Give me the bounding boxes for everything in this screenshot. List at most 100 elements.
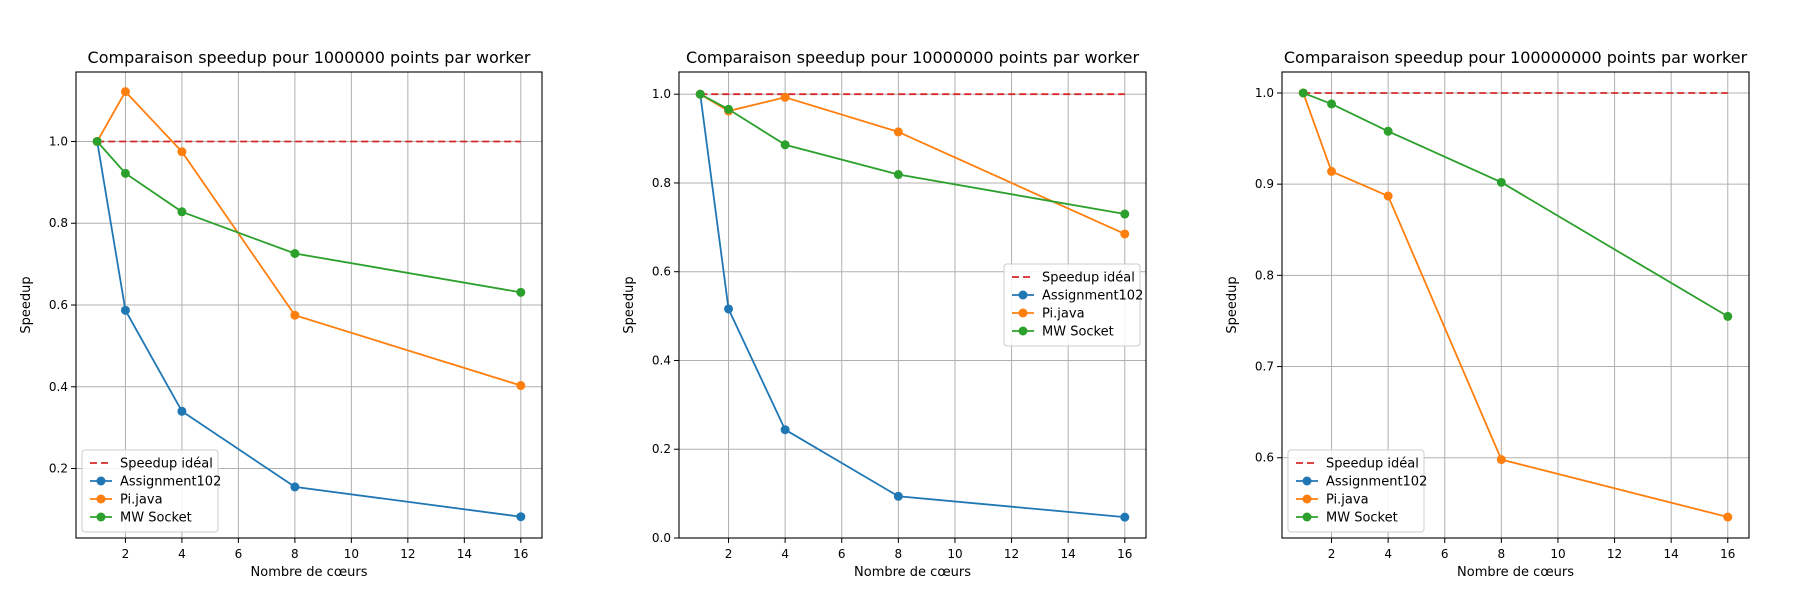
legend-label: Assignment102 bbox=[1326, 475, 1427, 490]
y-tick-label: 0.8 bbox=[652, 176, 671, 190]
x-tick-label: 16 bbox=[1720, 547, 1735, 561]
data-point bbox=[177, 406, 187, 416]
x-tick-label: 10 bbox=[1550, 547, 1565, 561]
data-point bbox=[120, 305, 130, 315]
chart-title: Comparaison speedup pour 10000000 points… bbox=[686, 48, 1140, 67]
x-tick-label: 16 bbox=[1117, 547, 1132, 561]
x-tick-label: 2 bbox=[1328, 547, 1336, 561]
x-tick-label: 12 bbox=[400, 547, 415, 561]
x-axis-label: Nombre de cœurs bbox=[1457, 565, 1574, 580]
y-tick-label: 0.6 bbox=[652, 265, 671, 279]
x-tick-label: 14 bbox=[457, 547, 472, 561]
data-point bbox=[893, 491, 903, 501]
data-point bbox=[1383, 191, 1393, 201]
legend-label: MW Socket bbox=[1042, 325, 1114, 340]
legend-label: Assignment102 bbox=[120, 475, 221, 490]
chart-panel-1: 2 4 6 8 10 12 14 16 0.2 0.4 0.6 0.8 1.0 Comparaison s… bbox=[19, 48, 543, 580]
data-point bbox=[177, 207, 187, 217]
legend-marker bbox=[1018, 290, 1028, 300]
data-point bbox=[724, 304, 734, 314]
data-point bbox=[893, 127, 903, 137]
x-tick-label: 8 bbox=[895, 547, 903, 561]
series-line-2 bbox=[699, 93, 1126, 235]
y-tick-label: 0.4 bbox=[49, 380, 68, 394]
y-tick-label: 0.9 bbox=[1255, 177, 1274, 191]
x-tick-label: 14 bbox=[1061, 547, 1076, 561]
x-tick-label: 2 bbox=[122, 547, 130, 561]
data-point bbox=[1120, 512, 1130, 522]
y-axis-label: Speedup bbox=[622, 276, 637, 333]
x-tick-label: 4 bbox=[781, 547, 789, 561]
data-point bbox=[893, 170, 903, 180]
legend-box bbox=[1287, 449, 1425, 533]
chart-title: Comparaison speedup pour 1000000 points … bbox=[88, 48, 531, 67]
legend: Speedup idéal Assignment102 Pi.java MW Sock… bbox=[81, 449, 221, 533]
data-point bbox=[1120, 229, 1130, 239]
x-tick-label: 8 bbox=[1498, 547, 1506, 561]
legend-label: Assignment102 bbox=[1042, 289, 1143, 304]
x-tick-label: 14 bbox=[1664, 547, 1679, 561]
x-tick-label: 10 bbox=[344, 547, 359, 561]
x-tick-label: 6 bbox=[235, 547, 243, 561]
data-point bbox=[290, 310, 300, 320]
plot-frame bbox=[678, 71, 1147, 539]
data-point bbox=[724, 104, 734, 114]
legend-marker bbox=[1302, 494, 1312, 504]
y-tick-label: 0.2 bbox=[49, 462, 68, 476]
plot-frame bbox=[1281, 71, 1750, 539]
x-tick-label: 4 bbox=[178, 547, 186, 561]
data-point bbox=[1723, 512, 1733, 522]
data-point bbox=[177, 147, 187, 157]
legend-marker bbox=[96, 476, 106, 486]
chart-panel-2: 2 4 6 8 10 12 14 16 0.0 0.2 0.4 0.6 0.8 1.0 Comparaiso… bbox=[622, 48, 1147, 580]
data-point bbox=[1496, 177, 1506, 187]
data-point bbox=[695, 89, 705, 99]
legend-label: MW Socket bbox=[120, 511, 192, 526]
legend-label: Speedup idéal bbox=[1326, 457, 1419, 472]
y-tick-label: 0.7 bbox=[1255, 360, 1274, 374]
y-tick-label: 0.4 bbox=[652, 353, 671, 367]
data-point bbox=[120, 168, 130, 178]
series-line-3 bbox=[1302, 92, 1729, 318]
y-tick-label: 1.0 bbox=[652, 87, 671, 101]
data-point bbox=[1383, 126, 1393, 136]
legend-marker bbox=[96, 494, 106, 504]
series-line-3 bbox=[699, 93, 1125, 215]
legend-box bbox=[81, 449, 219, 533]
y-tick-label: 0.8 bbox=[49, 216, 68, 230]
data-point bbox=[1120, 209, 1130, 219]
y-tick-label: 0.6 bbox=[1255, 451, 1274, 465]
legend-marker bbox=[1018, 326, 1028, 336]
y-tick-label: 0.8 bbox=[1255, 268, 1274, 282]
legend-marker bbox=[1302, 512, 1312, 522]
data-point bbox=[516, 287, 526, 297]
legend-label: Pi.java bbox=[1042, 307, 1085, 322]
legend-marker bbox=[1018, 308, 1028, 318]
y-axis-label: Speedup bbox=[19, 276, 34, 333]
x-tick-label: 4 bbox=[1384, 547, 1392, 561]
legend-label: Speedup idéal bbox=[120, 457, 213, 472]
x-tick-label: 6 bbox=[1441, 547, 1449, 561]
data-point bbox=[780, 425, 790, 435]
legend-marker bbox=[1302, 476, 1312, 486]
data-point bbox=[290, 248, 300, 258]
data-point bbox=[1327, 99, 1337, 109]
data-point bbox=[120, 87, 130, 97]
data-point bbox=[780, 140, 790, 150]
chart-panel-3: 2 4 6 8 10 12 14 16 0.6 0.7 0.8 0.9 1.0 Comparaison s… bbox=[1225, 48, 1750, 580]
legend-label: Pi.java bbox=[120, 493, 163, 508]
data-point bbox=[290, 482, 300, 492]
legend-label: Pi.java bbox=[1326, 493, 1369, 508]
y-tick-label: 0.0 bbox=[652, 531, 671, 545]
legend-box bbox=[1003, 263, 1141, 347]
x-tick-label: 16 bbox=[513, 547, 528, 561]
x-tick-label: 2 bbox=[725, 547, 733, 561]
legend: Speedup idéal Assignment102 Pi.java MW Sock… bbox=[1003, 263, 1143, 347]
legend: Speedup idéal Assignment102 Pi.java MW Sock… bbox=[1287, 449, 1427, 533]
data-point bbox=[1298, 88, 1308, 98]
x-tick-label: 6 bbox=[838, 547, 846, 561]
x-tick-label: 10 bbox=[947, 547, 962, 561]
y-axis-label: Speedup bbox=[1225, 276, 1240, 333]
data-point bbox=[92, 136, 102, 146]
y-tick-label: 1.0 bbox=[1255, 86, 1274, 100]
